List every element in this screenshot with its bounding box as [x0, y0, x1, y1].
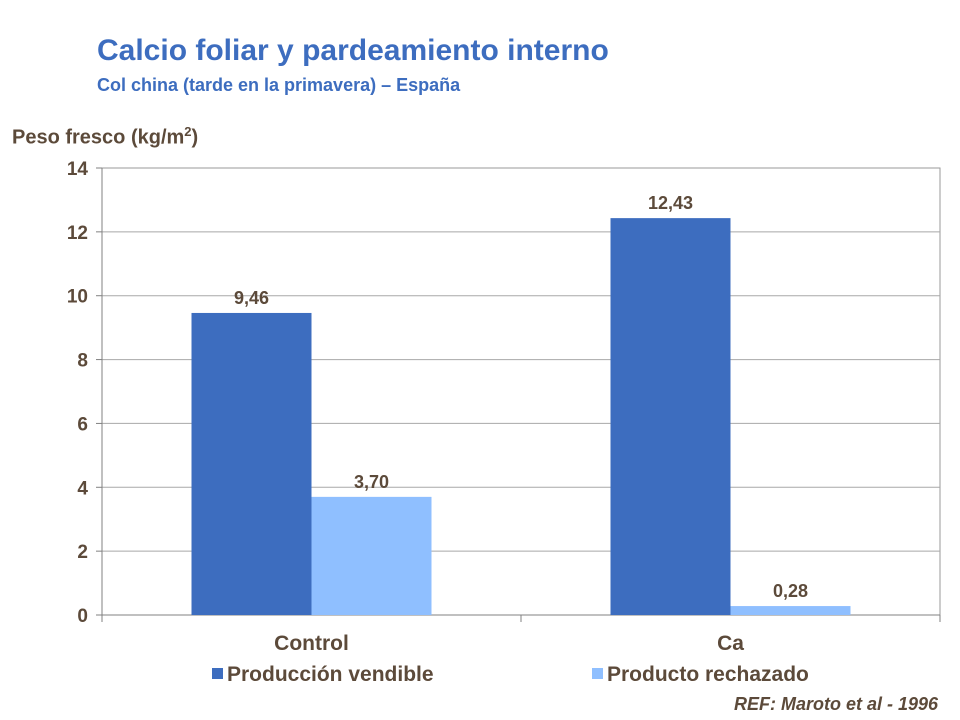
- bar: [730, 606, 851, 615]
- y-tick-label: 12: [67, 223, 88, 244]
- x-category-label: Control: [274, 632, 349, 655]
- chart-subtitle: Col china (tarde en la primavera) – Espa…: [97, 75, 461, 95]
- y-tick-label: 0: [77, 606, 88, 627]
- chart-title: Calcio foliar y pardeamiento interno: [97, 34, 609, 67]
- y-tick-label: 6: [77, 414, 88, 435]
- y-tick-label: 10: [67, 287, 88, 308]
- bar: [610, 218, 731, 615]
- data-label: 0,28: [773, 581, 808, 601]
- legend-swatch: [592, 668, 603, 679]
- y-axis-label-superscript: 2: [184, 124, 192, 139]
- data-label: 9,46: [234, 288, 269, 308]
- y-tick-label: 14: [67, 159, 89, 180]
- y-axis-label-end: ): [191, 126, 199, 149]
- y-tick-label: 2: [77, 542, 88, 563]
- y-axis-label: Peso fresco (kg/m2): [12, 124, 198, 150]
- y-tick-label: 8: [77, 351, 88, 372]
- data-label: 3,70: [354, 472, 389, 492]
- data-label: 12,43: [648, 193, 693, 213]
- y-axis-label-main: Peso fresco (kg/m: [12, 126, 185, 149]
- y-tick-label: 4: [77, 478, 88, 499]
- x-category-label: Ca: [717, 632, 744, 655]
- bar: [191, 312, 312, 615]
- bar: [311, 496, 432, 615]
- legend-swatch: [212, 668, 223, 679]
- legend-label: Producción vendible: [227, 663, 434, 686]
- reference-note: REF: Maroto et al - 1996: [733, 694, 938, 714]
- legend-label: Producto rechazado: [607, 663, 809, 686]
